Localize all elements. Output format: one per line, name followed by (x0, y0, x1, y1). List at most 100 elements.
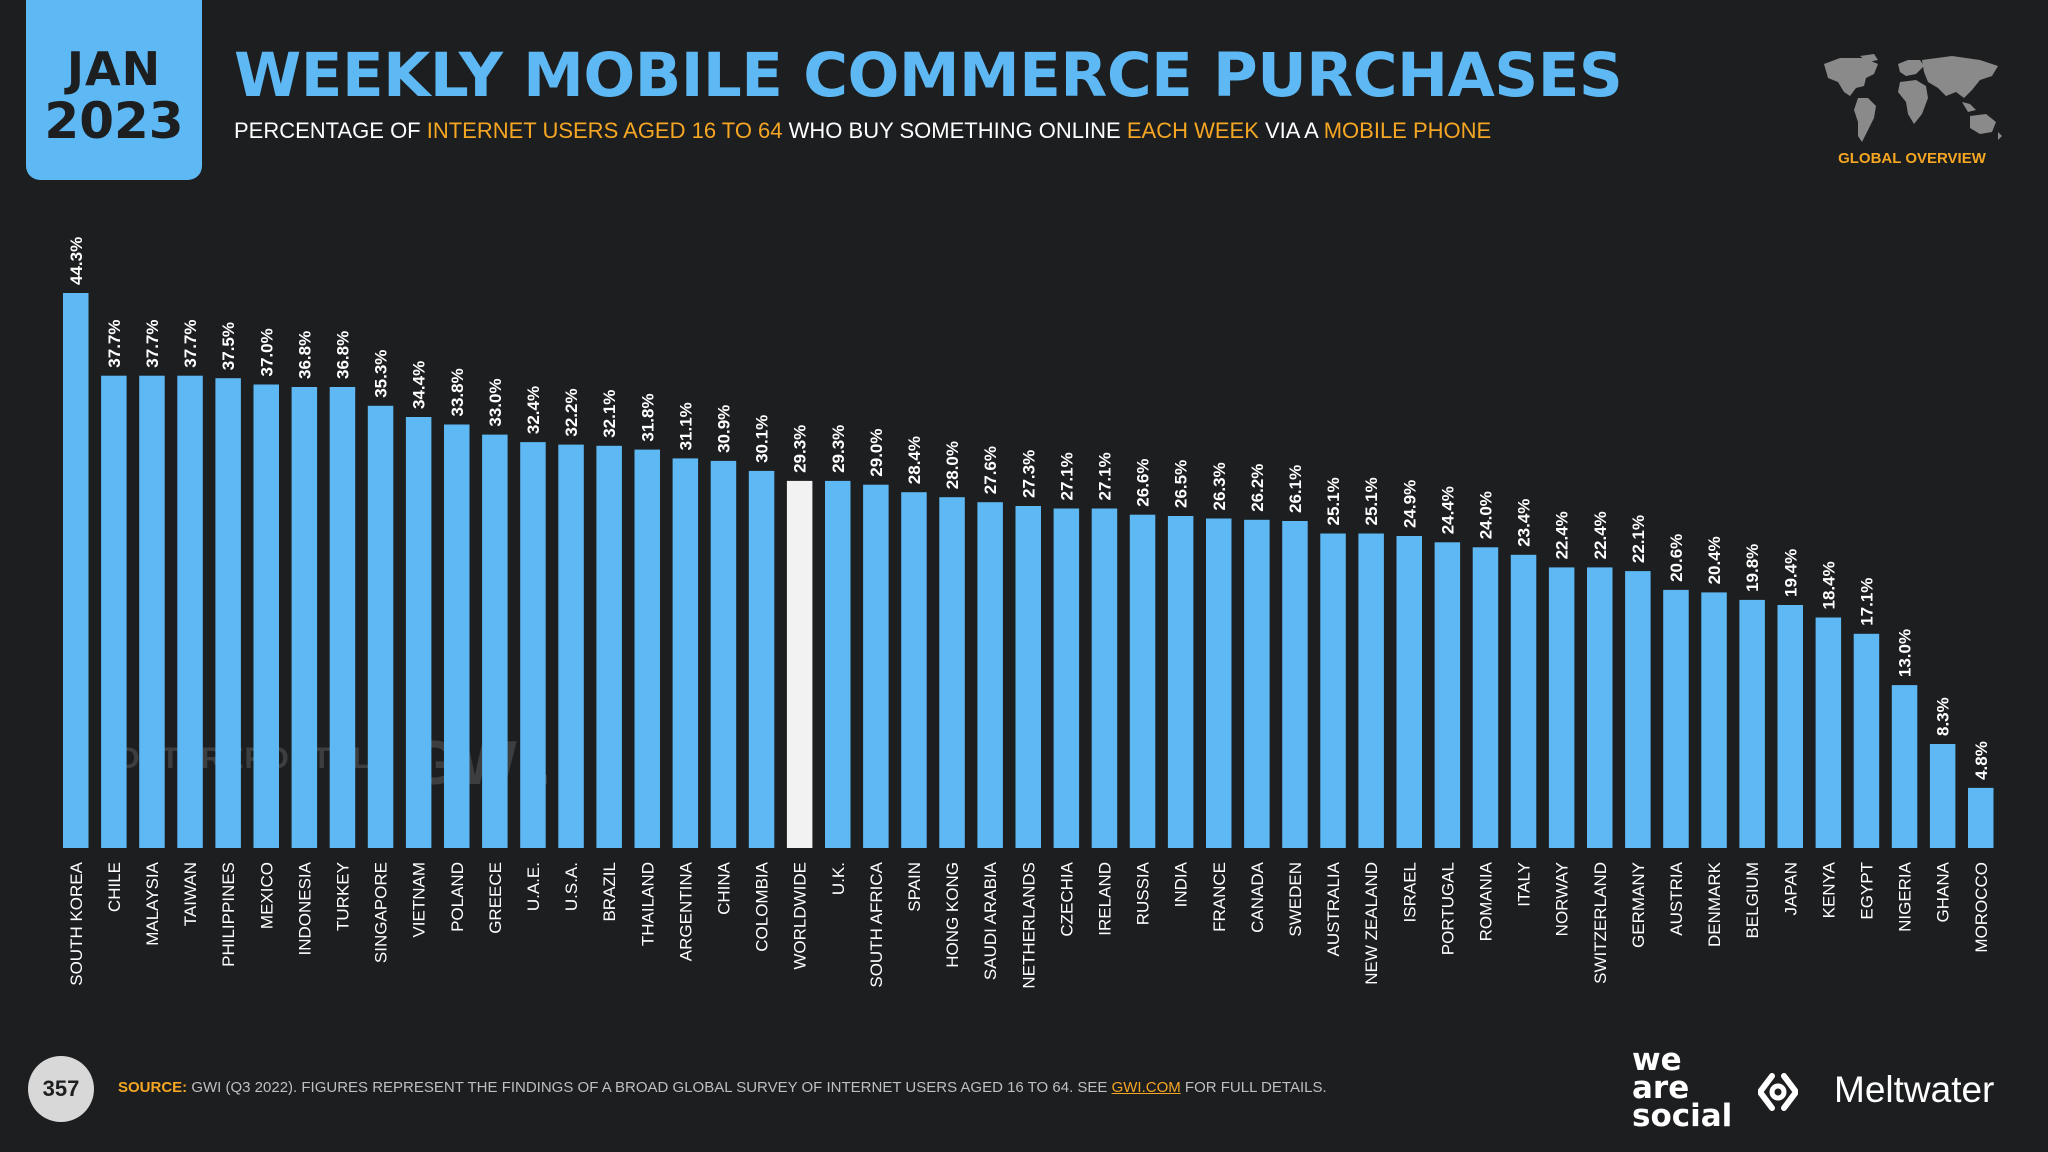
bar-u-s-a (558, 444, 584, 848)
page-number: 357 (28, 1056, 94, 1122)
category-label-netherlands: NETHERLANDS (1019, 862, 1038, 989)
value-label-saudi-arabia: 27.6% (981, 446, 1000, 494)
value-label-canada: 26.2% (1248, 464, 1267, 512)
value-label-egypt: 17.1% (1858, 578, 1877, 626)
value-label-south-africa: 29.0% (867, 428, 886, 476)
category-label-kenya: KENYA (1819, 861, 1838, 918)
category-label-denmark: DENMARK (1705, 861, 1724, 947)
source-label: SOURCE: (118, 1079, 188, 1096)
value-label-u-s-a: 32.2% (562, 388, 581, 436)
source-text-1: GWI (Q3 2022). FIGURES REPRESENT THE FIN… (187, 1079, 1112, 1096)
bar-saudi-arabia (977, 502, 1003, 848)
category-label-canada: CANADA (1248, 861, 1267, 933)
source-link[interactable]: GWI.COM (1111, 1079, 1181, 1096)
bar-morocco (1968, 787, 1994, 848)
value-label-south-korea: 44.3% (67, 237, 86, 285)
subtitle-part-4: EACH WEEK (1126, 118, 1259, 143)
bar-philippines (215, 378, 241, 848)
bar-taiwan (177, 375, 203, 848)
value-label-czechia: 27.1% (1057, 452, 1076, 500)
date-month: JAN (66, 42, 162, 96)
value-label-indonesia: 36.8% (295, 331, 314, 379)
bar-romania (1472, 547, 1499, 848)
date-tab: JAN 2023 (26, 0, 202, 180)
bar-new-zealand (1358, 533, 1384, 848)
value-label-israel: 24.9% (1400, 480, 1419, 528)
category-label-group: SOUTH KOREA CHILE MALAYSIA TAIWAN PHILIPPINE… (67, 861, 1991, 988)
category-label-norway: NORWAY (1553, 862, 1572, 936)
category-label-turkey: TURKEY (333, 862, 352, 931)
category-label-philippines: PHILIPPINES (219, 862, 238, 967)
bar-denmark (1701, 592, 1727, 848)
category-label-russia: RUSSIA (1134, 861, 1153, 925)
category-label-malaysia: MALAYSIA (143, 861, 162, 945)
bar-russia (1129, 514, 1156, 848)
bar-china (710, 460, 737, 848)
we-are-social-logo: we are social (1632, 1045, 1733, 1134)
category-label-saudi-arabia: SAUDI ARABIA (981, 861, 1000, 980)
bar-south-africa (863, 484, 889, 848)
value-label-russia: 26.6% (1134, 458, 1153, 506)
brand-social: social (1632, 1098, 1733, 1134)
category-label-hong-kong: HONG KONG (943, 862, 962, 968)
category-label-u-k: U.K. (829, 862, 848, 895)
bar-nigeria (1891, 685, 1918, 848)
bar-egypt (1853, 633, 1880, 848)
value-label-japan: 19.4% (1781, 549, 1800, 597)
bar-netherlands (1015, 506, 1041, 848)
category-label-u-s-a: U.S.A. (562, 862, 581, 911)
category-label-portugal: PORTUGAL (1438, 862, 1457, 955)
bar-hong-kong (939, 497, 965, 848)
bar-italy (1510, 554, 1537, 848)
bar-czechia (1053, 508, 1080, 848)
value-label-norway: 22.4% (1553, 511, 1572, 559)
value-label-group: 44.3% 37.7% 37.7% 37.7% 37.5% 37.0% 36.8% 36.8%… (67, 237, 1991, 780)
bar-canada (1244, 519, 1270, 848)
page-title: WEEKLY MOBILE COMMERCE PURCHASES (234, 40, 1623, 111)
bar-austria (1663, 589, 1689, 848)
value-label-switzerland: 22.4% (1591, 511, 1610, 559)
bar-malaysia (139, 375, 165, 848)
subtitle-part-2: INTERNET USERS AGED 16 TO 64 (426, 118, 783, 143)
value-label-vietnam: 34.4% (410, 361, 429, 409)
value-label-sweden: 26.1% (1286, 465, 1305, 513)
category-label-morocco: MOROCCO (1972, 862, 1991, 953)
bar-chile (101, 375, 127, 848)
category-label-vietnam: VIETNAM (410, 862, 429, 938)
value-label-romania: 24.0% (1477, 491, 1496, 539)
value-label-australia: 25.1% (1324, 477, 1343, 525)
subtitle-part-3: WHO BUY SOMETHING ONLINE (782, 118, 1127, 143)
value-label-china: 30.9% (715, 405, 734, 453)
value-label-poland: 33.8% (448, 368, 467, 416)
value-label-greece: 33.0% (486, 378, 505, 426)
category-label-czechia: CZECHIA (1057, 861, 1076, 936)
bar-indonesia (291, 387, 318, 848)
bar-israel (1396, 536, 1422, 848)
category-label-romania: ROMANIA (1477, 861, 1496, 941)
bar-mexico (253, 384, 279, 848)
category-label-worldwide: WORLDWIDE (791, 862, 810, 970)
bar-u-a-e (520, 442, 546, 848)
category-label-switzerland: SWITZERLAND (1591, 862, 1610, 984)
bar-brazil (596, 445, 622, 848)
category-label-india: INDIA (1172, 861, 1191, 907)
bar-vietnam (405, 417, 432, 848)
value-label-brazil: 32.1% (600, 390, 619, 438)
bar-belgium (1739, 599, 1765, 848)
value-label-morocco: 4.8% (1972, 741, 1991, 780)
value-label-india: 26.5% (1172, 460, 1191, 508)
meltwater-logo-icon (1758, 1073, 1798, 1111)
bar-south-korea (63, 293, 89, 848)
bar-poland (444, 424, 470, 848)
subtitle-part-1: PERCENTAGE OF (234, 118, 427, 143)
value-label-italy: 23.4% (1515, 499, 1534, 547)
bar-france (1206, 518, 1232, 848)
category-label-china: CHINA (715, 861, 734, 915)
value-label-spain: 28.4% (905, 436, 924, 484)
value-label-thailand: 31.8% (638, 393, 657, 441)
bar-switzerland (1587, 567, 1613, 848)
category-label-belgium: BELGIUM (1743, 862, 1762, 939)
category-label-brazil: BRAZIL (600, 862, 619, 922)
bar-india (1167, 516, 1194, 848)
